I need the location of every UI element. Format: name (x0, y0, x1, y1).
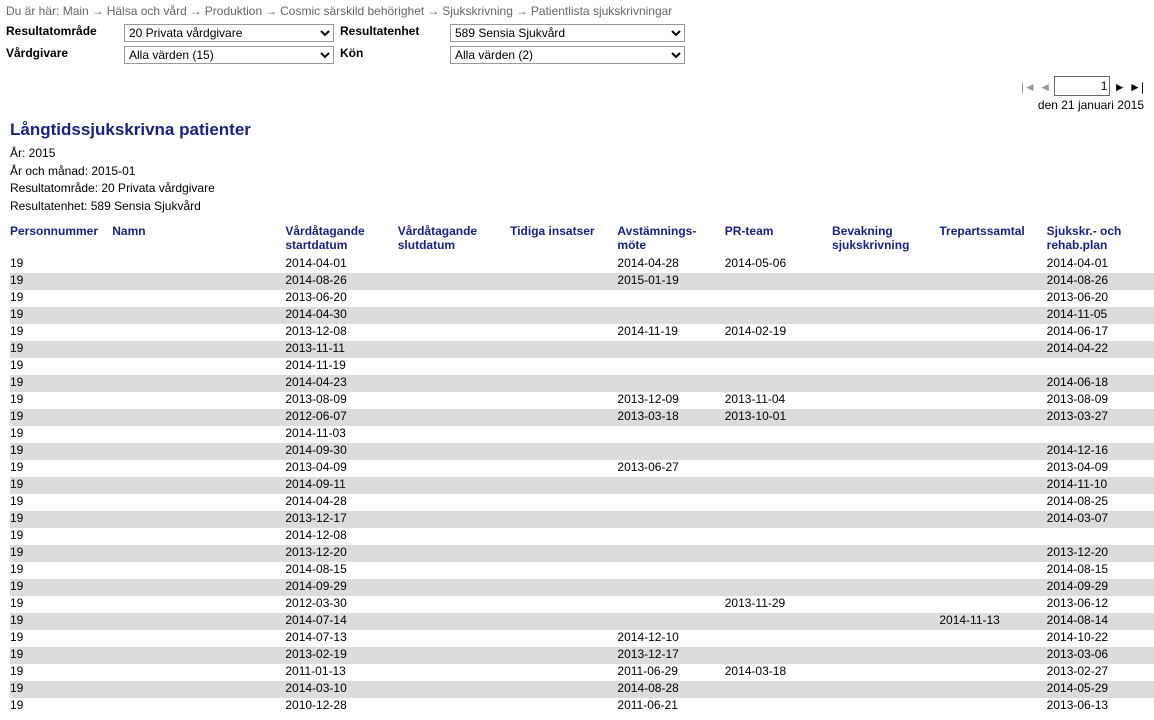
table-row: 192012-06-072013-03-182013-10-012013-03-… (10, 409, 1154, 426)
table-row: 192014-04-302014-11-05 (10, 307, 1154, 324)
col-avstam[interactable]: Avstämnings-möte (617, 222, 724, 256)
breadcrumb-item[interactable]: Patientlista sjukskrivningar (531, 4, 672, 18)
col-sjuk[interactable]: Sjukskr.- och rehab.plan (1047, 222, 1154, 256)
meta-ar: År: 2015 (0, 146, 1154, 164)
report-title: Långtidssjukskrivna patienter (0, 114, 1154, 146)
col-trepart[interactable]: Trepartssamtal (939, 222, 1046, 256)
breadcrumb-item[interactable]: Cosmic särskild behörighet (280, 4, 424, 18)
col-pr[interactable]: PR-team (725, 222, 832, 256)
table-row: 192014-07-142014-11-132014-08-14 (10, 613, 1154, 630)
breadcrumb-item[interactable]: Hälsa och vård (107, 4, 187, 18)
breadcrumb-prefix: Du är här: (6, 4, 59, 18)
table-row: 192014-04-232014-06-18 (10, 375, 1154, 392)
table-row: 192013-12-082014-11-192014-02-192014-06-… (10, 324, 1154, 341)
table-row: 192014-07-132014-12-102014-10-22 (10, 630, 1154, 647)
pager-next-icon[interactable]: ► (1114, 80, 1126, 94)
breadcrumb-item[interactable]: Sjukskrivning (442, 4, 513, 18)
table-row: 192014-11-19 (10, 358, 1154, 375)
resultat-enhet-label: Resultatenhet (340, 24, 450, 42)
table-row: 192012-03-302013-11-292013-06-12 (10, 596, 1154, 613)
table-row: 192010-12-282011-06-212013-06-13 (10, 698, 1154, 715)
table-row: 192013-12-172014-03-07 (10, 511, 1154, 528)
pager-page-input[interactable] (1054, 76, 1110, 96)
resultat-omrade-label: Resultatområde (6, 24, 124, 42)
table-row: 192014-08-152014-08-15 (10, 562, 1154, 579)
col-personnummer[interactable]: Personnummer (10, 222, 112, 256)
meta-ar-manad: År och månad: 2015-01 (0, 164, 1154, 182)
table-row: 192014-08-262015-01-192014-08-26 (10, 273, 1154, 290)
pager-first-icon[interactable]: |◄ (1021, 80, 1036, 94)
table-row: 192014-03-102014-08-282014-05-29 (10, 681, 1154, 698)
table-row: 192013-08-092013-12-092013-11-042013-08-… (10, 392, 1154, 409)
breadcrumb-item[interactable]: Produktion (205, 4, 262, 18)
table-row: 192013-04-092013-06-272013-04-09 (10, 460, 1154, 477)
resultat-omrade-select[interactable]: 20 Privata vårdgivare (124, 24, 334, 42)
table-row: 192014-11-03 (10, 426, 1154, 443)
table-row: 192011-01-132011-06-292014-03-182013-02-… (10, 664, 1154, 681)
table-row: 192014-09-302014-12-16 (10, 443, 1154, 460)
col-start[interactable]: Vårdåtagande startdatum (285, 222, 397, 256)
meta-resultat-enhet: Resultatenhet: 589 Sensia Sjukvård (0, 199, 1154, 217)
breadcrumb-item[interactable]: Main (63, 4, 89, 18)
breadcrumb: Du är här: Main→Hälsa och vård→Produktio… (0, 0, 1154, 22)
table-row: 192013-11-112014-04-22 (10, 341, 1154, 358)
kon-label: Kön (340, 46, 450, 64)
pager-prev-icon[interactable]: ◄ (1039, 80, 1051, 94)
kon-select[interactable]: Alla värden (2) (450, 46, 685, 64)
table-row: 192014-12-08 (10, 528, 1154, 545)
pager-last-icon[interactable]: ►| (1129, 80, 1144, 94)
table-row: 192014-09-292014-09-29 (10, 579, 1154, 596)
table-row: 192013-12-202013-12-20 (10, 545, 1154, 562)
col-tidiga[interactable]: Tidiga insatser (510, 222, 617, 256)
patient-table: Personnummer Namn Vårdåtagande startdatu… (10, 222, 1154, 715)
col-namn[interactable]: Namn (112, 222, 285, 256)
resultat-enhet-select[interactable]: 589 Sensia Sjukvård (450, 24, 685, 42)
table-row: 192014-09-112014-11-10 (10, 477, 1154, 494)
table-row: 192014-04-282014-08-25 (10, 494, 1154, 511)
vardgivare-label: Vårdgivare (6, 46, 124, 64)
col-bevak[interactable]: Bevakning sjukskrivning (832, 222, 939, 256)
meta-resultat-omrade: Resultatområde: 20 Privata vårdgivare (0, 181, 1154, 199)
pager: |◄ ◄ ► ►| (0, 70, 1154, 98)
col-slut[interactable]: Vårdåtagande slutdatum (398, 222, 510, 256)
table-row: 192013-06-202013-06-20 (10, 290, 1154, 307)
table-row: 192014-04-012014-04-282014-05-062014-04-… (10, 256, 1154, 273)
table-row: 192013-02-192013-12-172013-03-06 (10, 647, 1154, 664)
report-date: den 21 januari 2015 (0, 98, 1154, 114)
vardgivare-select[interactable]: Alla värden (15) (124, 46, 334, 64)
